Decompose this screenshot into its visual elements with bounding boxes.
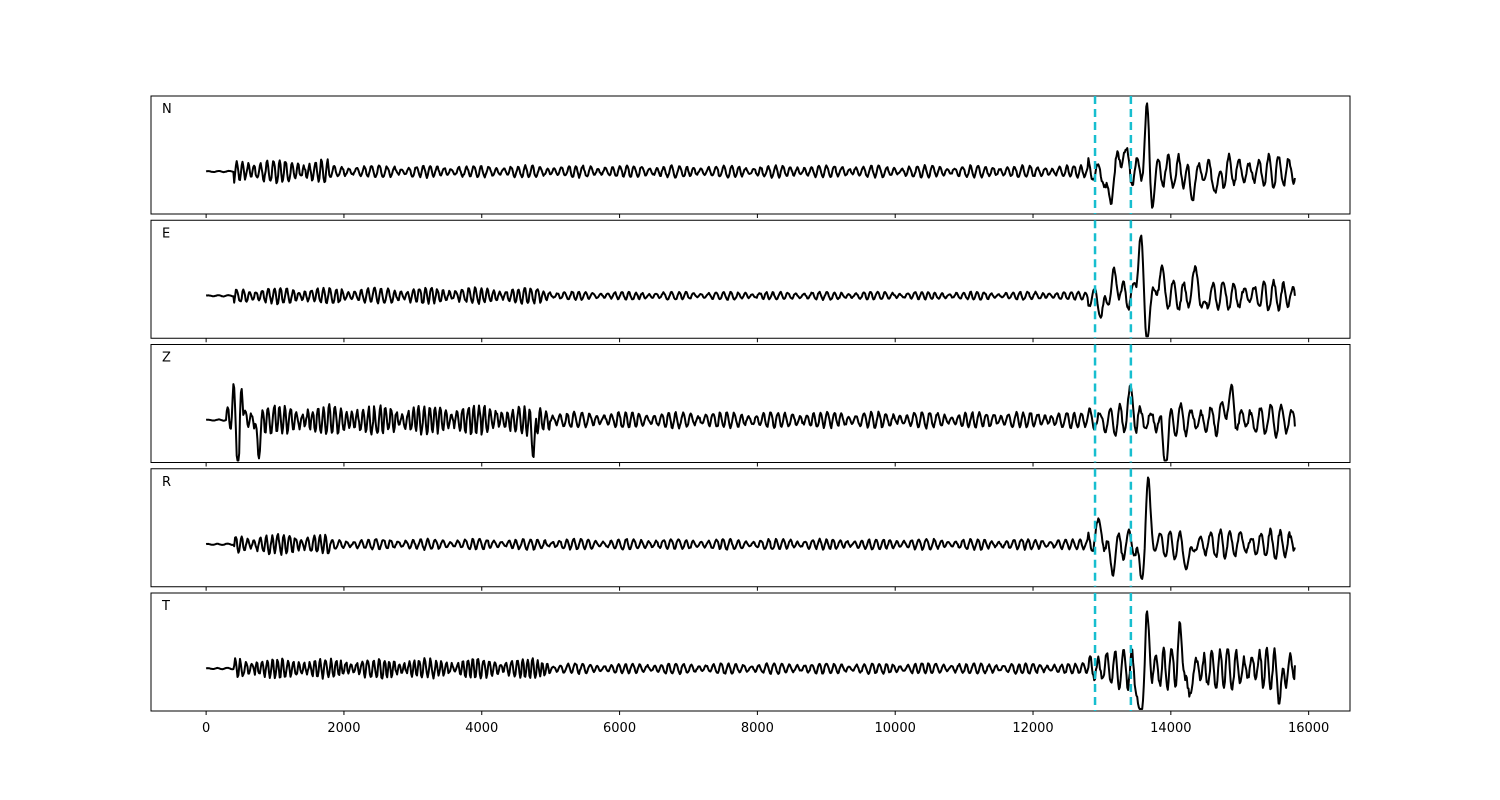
x-tick-label: 8000 (741, 721, 774, 736)
panel-frame (150, 592, 1351, 712)
panel-frame (150, 468, 1351, 588)
trace-t (205, 610, 1296, 710)
panel-label: T (161, 599, 170, 614)
panel-label: R (162, 475, 171, 490)
panel-label: N (162, 102, 172, 117)
x-tick-label: 6000 (603, 721, 636, 736)
panel-e: E (150, 219, 1351, 343)
x-tick-label: 12000 (1012, 721, 1053, 736)
x-axis: 0 2000 4000 6000 8000 10000 12000 14000 16000 (202, 721, 1329, 736)
trace-e (205, 234, 1296, 338)
x-tick-label: 0 (202, 721, 210, 736)
x-tick-label: 16000 (1288, 721, 1329, 736)
panel-t: T (150, 592, 1351, 715)
trace-r (205, 476, 1296, 580)
trace-z (205, 383, 1296, 462)
panel-label: Z (162, 351, 171, 366)
x-tick-label: 10000 (875, 721, 916, 736)
panel-label: E (162, 226, 170, 241)
trace-n (205, 102, 1296, 209)
x-tick-label: 14000 (1150, 721, 1191, 736)
panel-z: Z (150, 344, 1351, 467)
panel-n: N (150, 95, 1351, 218)
trace-panels: N E Z R T (150, 95, 1351, 715)
panel-frame (150, 344, 1351, 463)
panel-frame (150, 219, 1351, 339)
panel-frame (150, 95, 1351, 215)
x-tick-label: 4000 (465, 721, 498, 736)
x-tick-label: 2000 (327, 721, 360, 736)
panel-r: R (150, 468, 1351, 591)
